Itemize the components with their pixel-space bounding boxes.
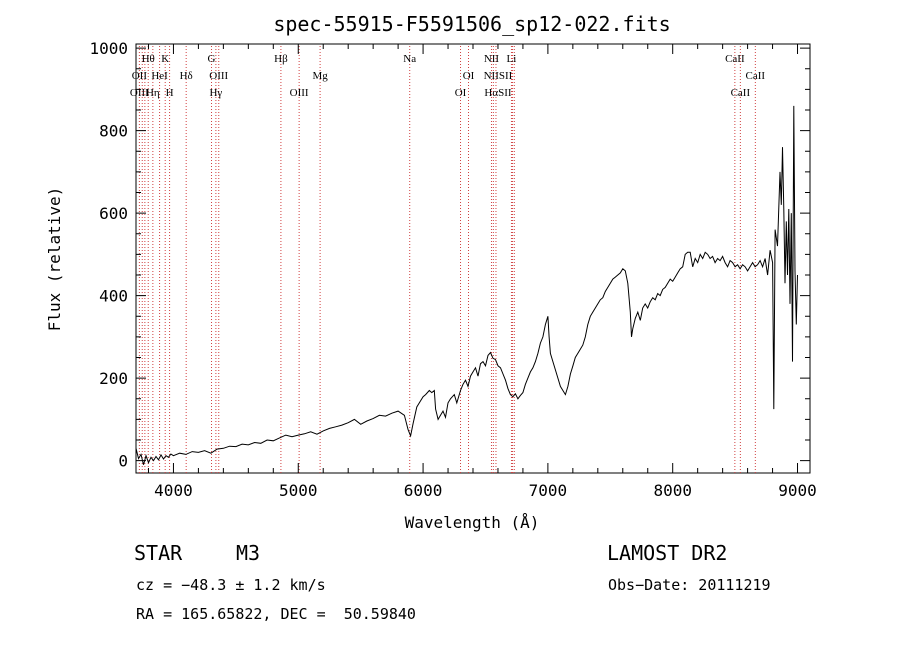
emission-line-label: HeI: [151, 70, 168, 82]
emission-line-label: OI: [455, 87, 467, 99]
emission-line-label: Mg: [312, 70, 328, 82]
x-tick-label: 6000: [404, 481, 443, 500]
emission-line-label: Hγ: [209, 87, 222, 99]
emission-line-label: Hη: [146, 87, 160, 99]
emission-line-label: OIII: [130, 87, 149, 99]
x-axis-label: Wavelength (Å): [405, 513, 540, 532]
emission-line-label: Na: [403, 53, 416, 65]
coordinates-text: RA = 165.65822, DEC = 50.59840: [136, 605, 416, 623]
emission-line-label: CaII: [731, 87, 751, 99]
y-axis: 0 200 400 600 800 1000: [89, 39, 810, 471]
y-tick-label: 600: [99, 204, 128, 223]
y-tick-label: 1000: [89, 39, 128, 58]
chart-title: spec-55915-F5591506_sp12-022.fits: [273, 12, 670, 36]
emission-line-label: H: [166, 87, 174, 99]
x-tick-label: 7000: [529, 481, 568, 500]
emission-line-label: OIII: [290, 87, 309, 99]
emission-line-label: CaII: [725, 53, 745, 65]
object-class: STAR: [134, 541, 183, 565]
emission-line-label: CaII: [746, 70, 766, 82]
y-axis-label: Flux (relative): [45, 187, 64, 332]
emission-line-label: G: [208, 53, 216, 65]
survey-name: LAMOST DR2: [607, 541, 728, 565]
emission-line-label: Li: [507, 53, 517, 65]
emission-line-label: OI: [463, 70, 475, 82]
emission-line-label: Hδ: [180, 70, 193, 82]
redshift-text: cz = −48.3 ± 1.2 km/s: [136, 576, 326, 594]
emission-line-label: OIII: [209, 70, 228, 82]
spectrum-chart: spec-55915-F5591506_sp12-022.fits Hθ K OII…: [45, 12, 817, 532]
y-tick-label: 200: [99, 369, 128, 388]
y-tick-label: 0: [118, 452, 128, 471]
emission-line-label: K: [161, 53, 169, 65]
obs-date-text: Obs−Date: 20111219: [608, 576, 771, 594]
emission-line-label: HαSII: [484, 87, 511, 99]
y-tick-label: 400: [99, 287, 128, 306]
x-tick-label: 8000: [653, 481, 692, 500]
emission-line-label: NIISII: [484, 70, 513, 82]
emission-line-label: Hθ: [142, 53, 155, 65]
x-tick-label: 5000: [279, 481, 318, 500]
x-tick-label: 4000: [154, 481, 193, 500]
plot-frame: [135, 43, 811, 474]
x-tick-label: 9000: [778, 481, 817, 500]
object-subclass: M3: [236, 541, 261, 565]
emission-line-label: OII: [132, 70, 148, 82]
emission-line-label: Hβ: [274, 53, 288, 65]
emission-line-markers: [138, 46, 756, 473]
emission-line-label: NII: [484, 53, 500, 65]
spectrum-series-line: [135, 105, 798, 465]
y-tick-label: 800: [99, 122, 128, 141]
x-axis: 4000 5000 6000 7000 8000 9000: [147, 44, 817, 500]
